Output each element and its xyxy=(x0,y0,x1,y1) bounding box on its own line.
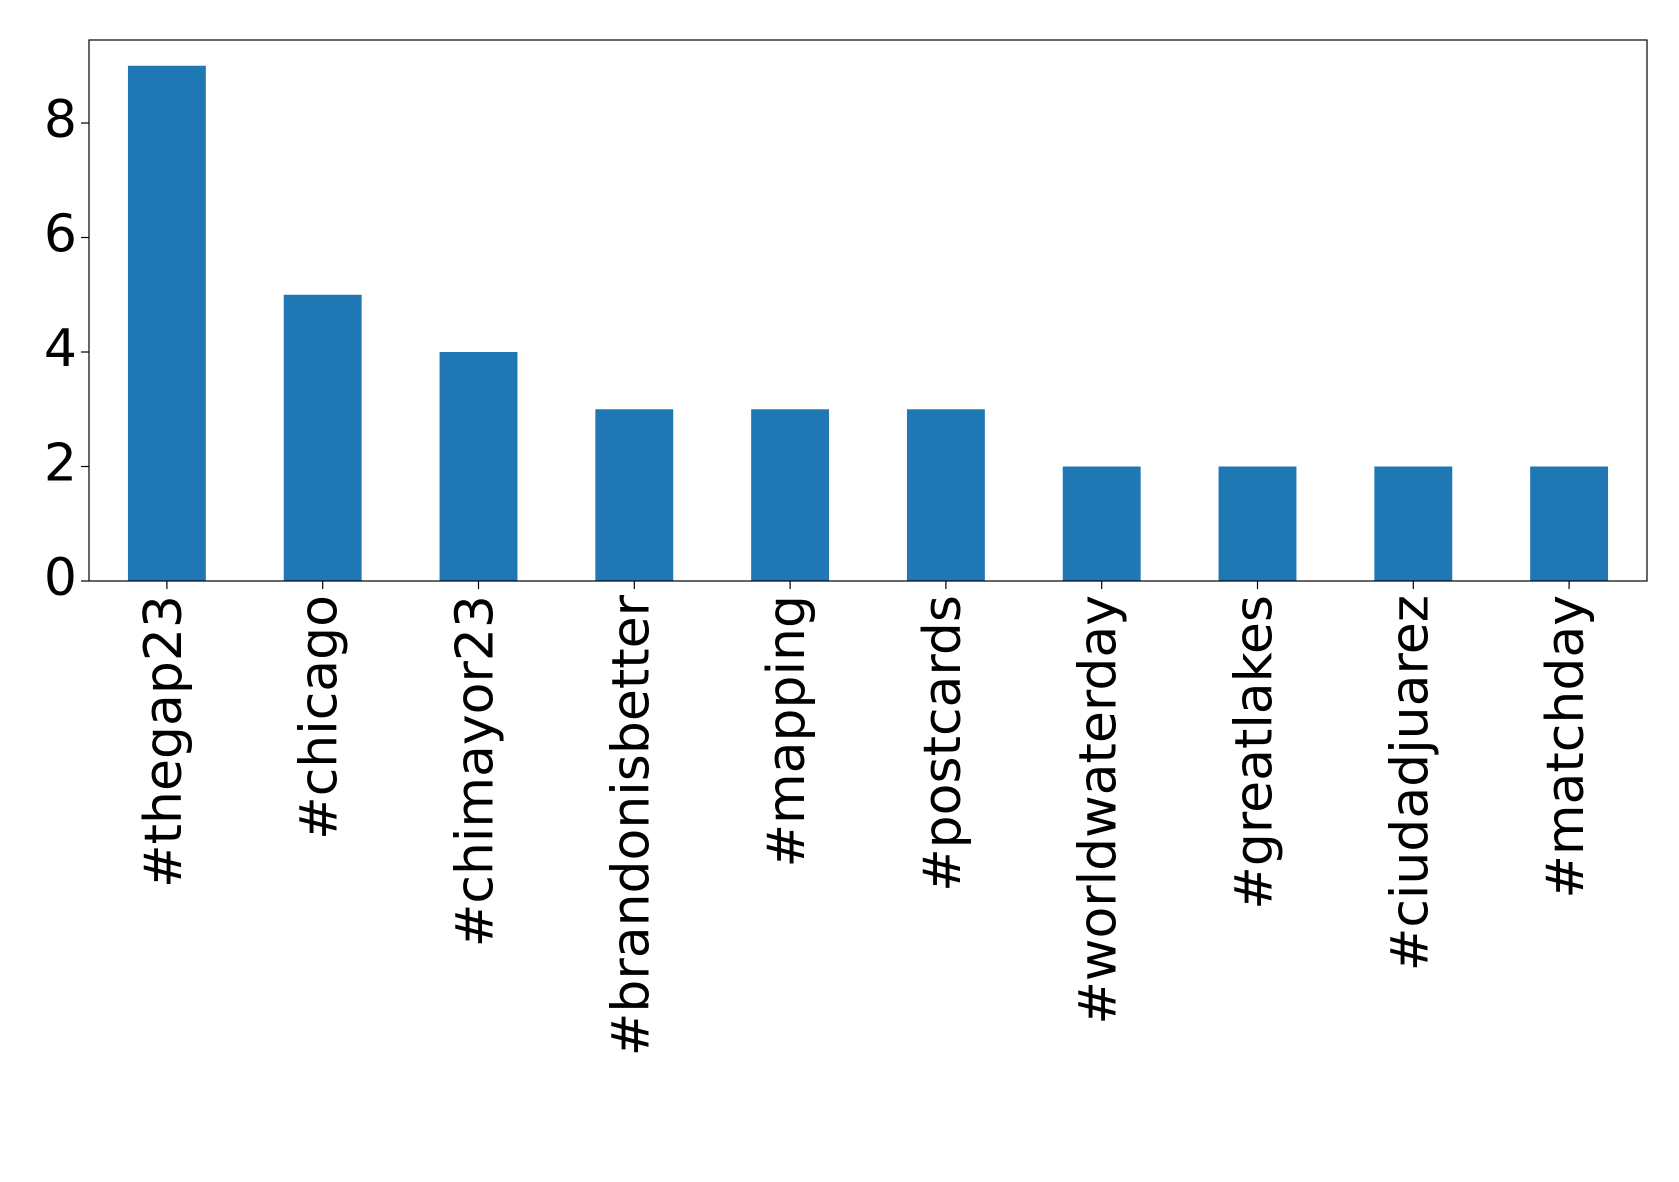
x-tick-label: #brandonisbetter xyxy=(601,594,661,1056)
x-tick-label: #chimayor23 xyxy=(446,595,506,947)
bar xyxy=(595,409,674,581)
plot-frame xyxy=(88,39,1648,582)
y-tick-label: 4 xyxy=(44,319,77,379)
bar xyxy=(906,409,985,581)
y-tick-label: 6 xyxy=(44,205,77,265)
x-tick-label: #worldwaterday xyxy=(1069,595,1129,1025)
y-tick-label: 8 xyxy=(44,90,77,150)
x-tick-label: #thegap23 xyxy=(134,595,194,888)
bar xyxy=(439,352,518,581)
x-tick-label: #chicago xyxy=(290,595,350,840)
bar xyxy=(1062,466,1141,581)
x-tick-label: #ciudadjuarez xyxy=(1380,595,1440,971)
x-tick-label: #matchday xyxy=(1536,595,1596,899)
bar xyxy=(1530,466,1609,581)
bar xyxy=(751,409,830,581)
x-tick-label: #postcards xyxy=(913,595,973,892)
bar xyxy=(283,294,362,581)
y-tick-label: 2 xyxy=(44,434,77,494)
x-tick-label: #mapping xyxy=(757,595,817,868)
x-tick-label: #greatlakes xyxy=(1225,595,1285,910)
y-tick-label: 0 xyxy=(44,548,77,608)
bar xyxy=(1374,466,1453,581)
bar xyxy=(1218,466,1297,581)
bar xyxy=(127,65,206,581)
